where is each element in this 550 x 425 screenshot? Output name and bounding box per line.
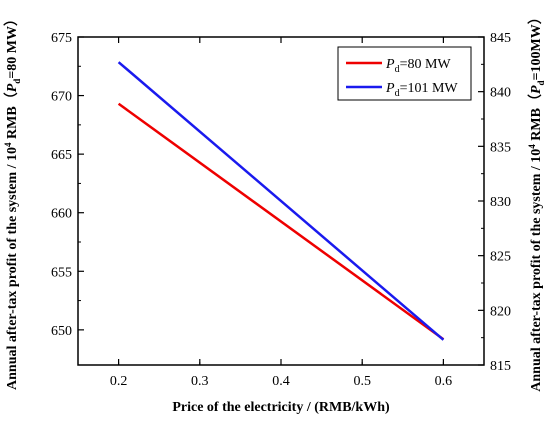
left-y-title-sub: d — [12, 79, 22, 84]
legend-label-80mw: Pd=80 MW — [385, 57, 451, 75]
right-y-title-sub: d — [536, 80, 546, 85]
x-tick-label: 0.6 — [435, 374, 453, 389]
x-tick-label: 0.5 — [353, 374, 371, 389]
legend-label-101mw: Pd=101 MW — [385, 81, 458, 99]
left-y-title-sup: 4 — [3, 142, 13, 147]
right-y-title-main: Annual after-tax profit of the system / … — [529, 149, 544, 392]
left-y-tick-label: 660 — [51, 207, 72, 222]
left-y-title-tail: =80 MW） — [4, 12, 20, 79]
series-line-1 — [117, 61, 445, 341]
x-tick-label: 0.4 — [272, 374, 290, 389]
legend-80mw-symbol: P — [385, 57, 395, 72]
series-line-0 — [117, 102, 445, 341]
left-y-tick-label: 665 — [51, 148, 72, 163]
x-axis-title: Price of the electricity / (RMB/kWh) — [172, 400, 390, 415]
right-y-tick-label: 830 — [490, 195, 511, 210]
right-y-tick-label: 840 — [490, 86, 511, 101]
left-y-title-main: Annual after-tax profit of the system / … — [5, 147, 20, 390]
legend-101mw-text: =101 MW — [400, 81, 459, 96]
legend-101mw-symbol: P — [385, 81, 395, 96]
left-y-title-unit: RMB（ — [4, 92, 20, 142]
right-y-axis-ticks: 815 820 825 830 835 840 845 — [478, 31, 511, 374]
legend-80mw-subscript: d — [395, 64, 400, 75]
left-y-tick-label: 650 — [51, 324, 72, 339]
right-y-tick-label: 825 — [490, 250, 511, 265]
x-tick-label: 0.3 — [191, 374, 209, 389]
x-axis-ticks: 0.2 0.3 0.4 0.5 0.6 — [110, 37, 452, 389]
left-y-tick-label: 670 — [51, 90, 72, 105]
right-y-tick-label: 835 — [490, 140, 511, 155]
right-y-axis-title: Annual after-tax profit of the system / … — [527, 10, 546, 391]
legend: Pd=80 MW Pd=101 MW — [337, 46, 472, 101]
left-y-axis-title: Annual after-tax profit of the system / … — [3, 12, 22, 390]
left-y-title-sym: P — [5, 83, 20, 92]
right-y-tick-label: 815 — [490, 359, 511, 374]
right-y-title-sym: P — [529, 85, 544, 94]
right-y-tick-label: 845 — [490, 31, 511, 46]
x-tick-label: 0.2 — [110, 374, 128, 389]
legend-101mw-subscript: d — [395, 88, 400, 99]
right-y-title-sup: 4 — [527, 144, 537, 149]
right-y-title-tail: =100MW） — [528, 10, 544, 80]
left-y-tick-label: 655 — [51, 265, 72, 280]
legend-80mw-text: =80 MW — [400, 57, 452, 72]
left-y-axis-ticks: 650 655 660 665 670 675 — [51, 31, 84, 339]
left-y-tick-label: 675 — [51, 31, 72, 46]
right-y-tick-label: 820 — [490, 304, 511, 319]
right-y-title-unit: RMB（ — [528, 94, 544, 144]
legend-box — [337, 46, 472, 101]
series-lines — [117, 61, 445, 341]
